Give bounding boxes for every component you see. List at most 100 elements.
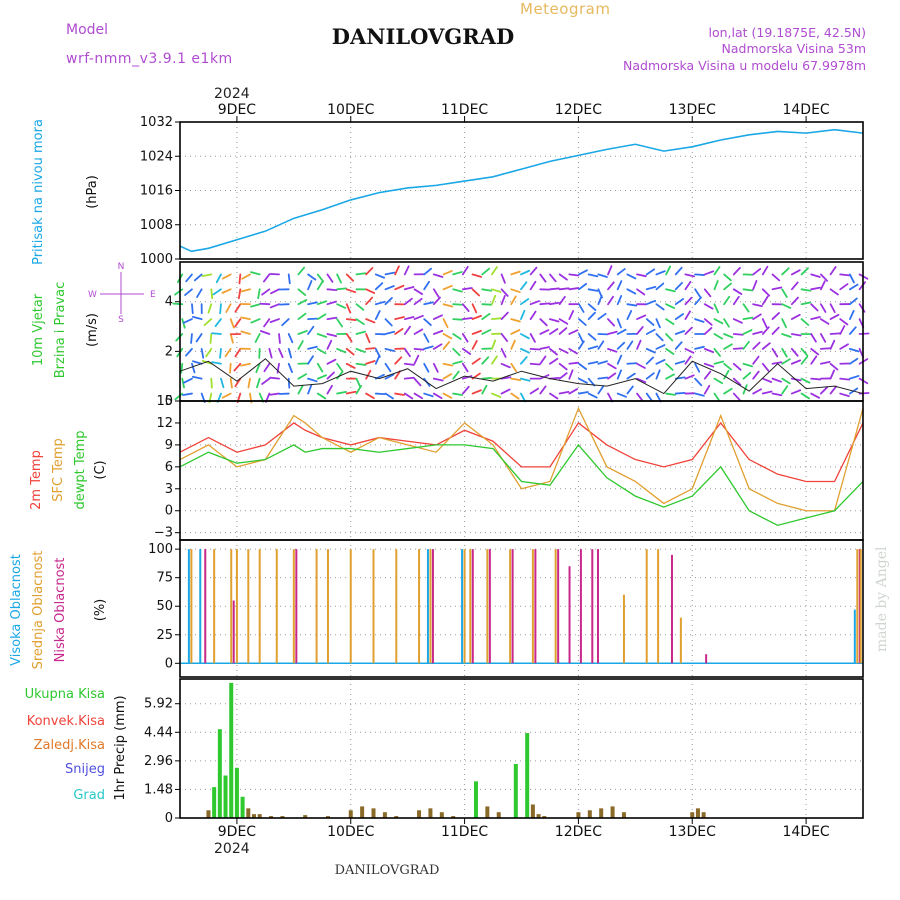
wind-arrow-442 <box>655 369 661 380</box>
wind-arrow-193 <box>384 330 396 335</box>
precip-bar-31 <box>576 812 581 818</box>
wind-arrow-433 <box>645 372 655 380</box>
wind-arrow-538 <box>752 280 758 291</box>
wind-arrow-208 <box>403 376 415 380</box>
wind-arrow-179 <box>365 267 374 276</box>
compass-east: E <box>150 290 156 300</box>
wind-arrow-348 <box>549 301 560 306</box>
wind-arrow-164 <box>355 362 367 366</box>
wind-arrow-573 <box>790 296 799 306</box>
wind-arrow-625 <box>849 326 857 335</box>
cloud-unit: (%) <box>93 599 108 622</box>
wind-ylabel-2: Brzina i Pravac <box>53 282 68 379</box>
bottom-day-label-1: 10DEC <box>327 824 374 840</box>
top-day-label-4: 13DEC <box>669 102 716 118</box>
wind-arrow-88 <box>261 288 271 296</box>
cloud-frame <box>179 539 864 678</box>
precip-bar-14 <box>348 810 353 818</box>
temp-ylabel-1: 2m Temp <box>29 450 44 510</box>
wind-arrow-294 <box>491 294 497 306</box>
wind-arrow-42 <box>219 303 222 315</box>
wind-arrow-397 <box>607 372 617 380</box>
wind-arrow-61 <box>237 288 242 300</box>
wind-arrow-496 <box>713 377 724 385</box>
wind-arrow-318 <box>520 347 530 354</box>
wind-arrow-90 <box>269 392 280 396</box>
precip-bar-23 <box>473 781 478 818</box>
wind-arrow-55 <box>234 377 242 388</box>
wind-arrow-267 <box>461 303 470 312</box>
wind-arrow-70 <box>240 288 251 293</box>
wind-arrow-68 <box>240 316 251 320</box>
wind-arrow-476 <box>684 273 696 278</box>
wind-arrow-531 <box>752 388 762 395</box>
wind-arrow-295 <box>491 288 502 293</box>
wind-arrow-443 <box>655 359 666 365</box>
wind-arrow-152 <box>336 273 342 284</box>
wind-arrow-298 <box>500 376 512 380</box>
temp-tick-label-4: 3 <box>165 482 173 497</box>
precip-bar-10 <box>269 816 274 818</box>
precip-legend-item-1: Konvek.Kisa <box>27 714 105 729</box>
wind-arrow-544 <box>761 326 770 335</box>
wind-arrow-147 <box>336 347 347 354</box>
precip-ylabel: 1hr Precip (mm) <box>113 695 128 800</box>
wind-arrow-246 <box>442 341 451 350</box>
wind-arrow-510 <box>723 295 731 306</box>
wind-arrow-464 <box>674 313 685 320</box>
year-label-bottom: 2024 <box>214 841 250 857</box>
wind-arrow-284 <box>481 312 491 320</box>
wind-arrow-613 <box>839 377 851 381</box>
temperature-panel: 15 12 9 6 3 0 −3 <box>154 394 864 541</box>
wind-arrow-390 <box>597 340 605 350</box>
wind-arrow-15 <box>191 303 194 315</box>
wind-arrow-151 <box>336 287 347 291</box>
wind-arrow-238 <box>432 329 444 335</box>
wind-arrow-230 <box>423 318 432 326</box>
wind-arrow-495 <box>713 392 721 402</box>
wind-arrow-163 <box>355 377 362 388</box>
wind-arrow-540 <box>761 390 773 395</box>
wind-arrow-48 <box>224 347 232 358</box>
wind-arrow-362 <box>568 361 580 365</box>
wind-arrow-499 <box>713 333 724 340</box>
wind-arrow-612 <box>839 392 850 397</box>
wind-arrow-13 <box>190 333 193 344</box>
precip-bar-33 <box>599 808 604 818</box>
cloud-panel: 100 75 50 25 0 <box>148 539 864 678</box>
wind-arrow-428 <box>636 314 647 320</box>
precip-bar-12 <box>303 815 308 818</box>
wind-arrow-305 <box>500 273 506 284</box>
wind-arrow-274 <box>471 329 482 335</box>
wind-arrow-532 <box>752 370 760 380</box>
wind-arrow-214 <box>403 286 415 291</box>
wind-arrow-269 <box>461 265 469 276</box>
wind-arrow-2 <box>180 362 184 374</box>
wind-arrow-142 <box>326 288 338 292</box>
wind-arrow-243 <box>442 392 453 399</box>
precip-bar-17 <box>382 812 387 818</box>
wind-arrow-174 <box>365 347 376 350</box>
wind-arrow-149 <box>336 318 344 328</box>
wind-arrow-365 <box>568 310 575 320</box>
wind-arrow-432 <box>645 392 653 402</box>
wind-arrow-504 <box>723 387 733 395</box>
wind-arrow-386 <box>587 273 599 278</box>
wind-arrow-207 <box>403 392 414 400</box>
wind-arrow-244 <box>442 373 453 380</box>
info-coordinates: lon,lat (19.1875E, 42.5N) <box>709 25 867 40</box>
wind-arrow-497 <box>713 360 725 365</box>
wind-arrow-280 <box>481 376 493 380</box>
wind-arrow-160 <box>345 288 357 294</box>
cloud-ylabel-2: Srednja Oblacnost <box>31 551 46 670</box>
wind-arrow-456 <box>665 303 676 309</box>
wind-arrow-172 <box>365 369 372 380</box>
wind-arrow-112 <box>297 330 308 335</box>
wind-arrow-554 <box>771 312 780 320</box>
wind-arrow-566 <box>781 267 790 276</box>
wind-arrow-439 <box>645 286 657 291</box>
wind-arrow-288 <box>491 392 502 398</box>
wind-arrow-587 <box>810 355 818 365</box>
wind-arrow-549 <box>771 392 783 397</box>
wind-arrow-225 <box>423 392 434 398</box>
